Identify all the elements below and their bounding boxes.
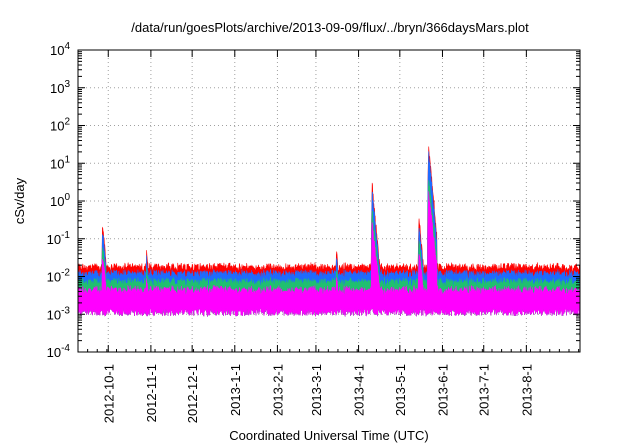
series-areas [77, 146, 581, 318]
y-tick-label: 104 [50, 41, 70, 58]
y-tick-label: 101 [50, 154, 70, 171]
y-tick-label: 10-4 [47, 343, 71, 360]
chart-title: /data/run/goesPlots/archive/2013-09-09/f… [131, 20, 529, 35]
x-tick-label: 2012-12-1 [185, 364, 200, 423]
y-tick-label: 10-2 [47, 268, 71, 285]
y-tick-label: 102 [50, 117, 70, 134]
x-tick-label: 2013-8-1 [519, 364, 534, 416]
x-tick-label: 2013-3-1 [309, 364, 324, 416]
x-tick-label: 2013-1-1 [228, 364, 243, 416]
x-tick-label: 2012-10-1 [101, 364, 116, 423]
x-tick-label: 2012-11-1 [144, 364, 159, 422]
axis-ticks: 10-4 10-3 10-2 10-1 100 101 102 103 104 2012-10-1… [47, 41, 580, 423]
y-tick-label: 10-3 [47, 305, 71, 322]
x-tick-label: 2013-6-1 [435, 364, 450, 416]
y-axis-title: cSv/day [12, 177, 27, 224]
x-tick-label: 2013-2-1 [270, 364, 285, 416]
y-tick-label: 103 [50, 79, 70, 96]
series-magenta [77, 191, 581, 318]
x-tick-label: 2013-5-1 [393, 364, 408, 416]
y-tick-label: 10-1 [47, 230, 71, 247]
x-axis-title: Coordinated Universal Time (UTC) [229, 428, 428, 443]
x-tick-label: 2013-4-1 [352, 364, 367, 416]
x-tick-label: 2013-7-1 [477, 364, 492, 416]
y-tick-label: 100 [50, 192, 70, 209]
